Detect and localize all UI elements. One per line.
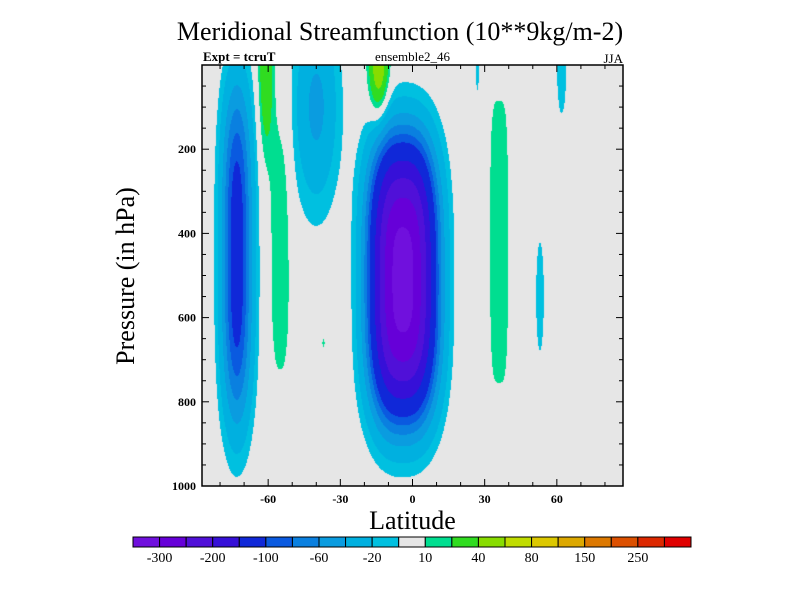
contour-field — [202, 65, 623, 486]
season-annotation: JJA — [603, 51, 623, 66]
colorbar-box — [477, 536, 506, 548]
colorbar-box — [663, 536, 692, 548]
colorbar-label: -200 — [200, 551, 226, 566]
colorbar-box — [345, 536, 373, 548]
colorbar-box — [424, 536, 453, 548]
experiment-annotation: Expt = tcruT — [203, 49, 276, 64]
colorbar-box — [637, 536, 665, 548]
colorbar-label: -60 — [310, 551, 329, 566]
colorbar-box — [212, 536, 240, 548]
y-tick-label: 600 — [178, 311, 196, 325]
colorbar-box — [371, 536, 400, 548]
colorbar-box — [610, 536, 639, 548]
colorbar-box — [557, 536, 586, 548]
x-tick-label: 60 — [551, 492, 563, 506]
x-tick-label: -60 — [260, 492, 276, 506]
colorbar-box — [451, 536, 479, 548]
colorbar-label: 80 — [525, 551, 539, 566]
colorbar-box — [291, 536, 320, 548]
colorbar-label: -300 — [147, 551, 173, 566]
plot-frame — [201, 64, 624, 487]
colorbar-label: -100 — [253, 551, 279, 566]
colorbar-box — [318, 536, 347, 548]
chart-title: Meridional Streamfunction (10**9kg/m-2) — [176, 17, 624, 46]
colorbar-box — [398, 536, 426, 548]
x-tick-label: 30 — [479, 492, 491, 506]
x-tick-label: -30 — [332, 492, 348, 506]
colorbar-label: 10 — [418, 551, 432, 566]
colorbar-box — [185, 536, 214, 548]
colorbar-label: 250 — [627, 551, 648, 566]
colorbar-box — [584, 536, 612, 548]
y-tick-label: 1000 — [172, 479, 196, 493]
colorbar-box — [504, 536, 533, 548]
x-tick-label: 0 — [410, 492, 416, 506]
colorbar-box — [132, 536, 161, 548]
colorbar-label: 150 — [574, 551, 595, 566]
colorbar-box — [238, 536, 267, 548]
colorbar-box — [531, 536, 559, 548]
colorbar-box — [265, 536, 293, 548]
y-tick-label: 200 — [178, 142, 196, 156]
x-axis-label: Latitude — [369, 506, 456, 535]
y-tick-label: 800 — [178, 395, 196, 409]
ensemble-annotation: ensemble2_46 — [374, 49, 451, 64]
colorbar-label: -20 — [363, 551, 382, 566]
y-tick-label: 400 — [178, 226, 196, 240]
colorbar-box — [159, 536, 187, 548]
colorbar-label: 40 — [471, 551, 485, 566]
